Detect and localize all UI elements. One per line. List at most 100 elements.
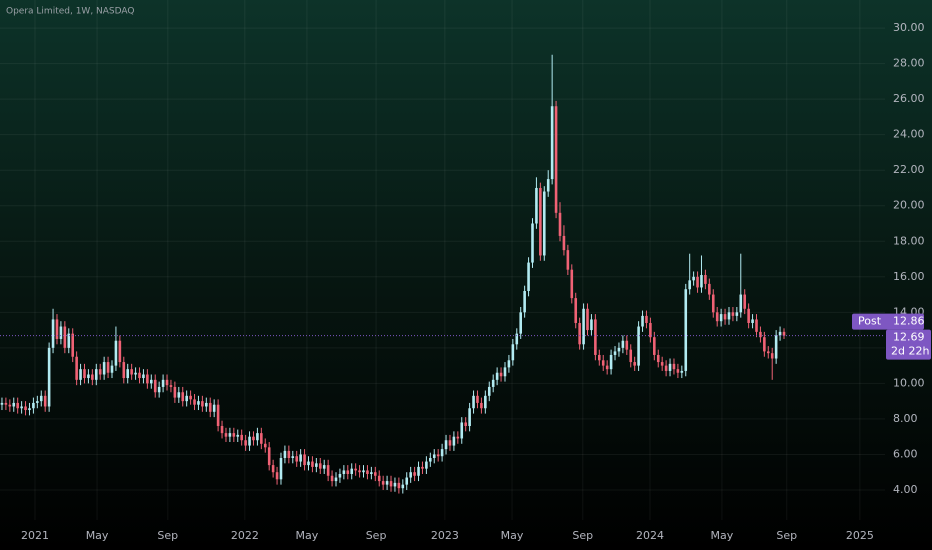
candle-body: [550, 106, 554, 180]
y-tick-label: 24.00: [893, 128, 925, 141]
candle-body: [601, 360, 605, 366]
candle-body: [759, 331, 762, 338]
y-tick-label: 10.00: [893, 376, 925, 389]
chart-title: Opera Limited, 1W, NASDAQ: [6, 7, 135, 17]
candle-body: [322, 465, 326, 469]
candle-body: [570, 269, 574, 299]
candle-body: [43, 395, 47, 407]
candle-body: [295, 456, 299, 462]
candle-body: [157, 386, 161, 393]
candle-body: [240, 434, 243, 441]
candle-body: [165, 379, 169, 386]
grid: [0, 0, 885, 520]
candle-body: [653, 337, 656, 355]
y-tick-label: 22.00: [893, 163, 925, 176]
candle-body: [275, 472, 279, 480]
candle-body: [523, 291, 526, 313]
candle-body: [763, 337, 766, 352]
candle-body: [142, 374, 145, 379]
candle-body: [735, 312, 739, 316]
candle-body: [515, 333, 519, 345]
candle-body: [228, 433, 232, 437]
candle-body: [315, 463, 318, 467]
candle-body: [696, 276, 699, 288]
candle-body: [79, 369, 82, 380]
candle-body: [252, 436, 255, 441]
x-tick-label: 2023: [431, 529, 459, 542]
candle-body: [656, 354, 660, 363]
last-price-label: 12.69: [893, 331, 925, 344]
post-price-box: [852, 313, 924, 330]
candle-body: [554, 106, 558, 213]
x-tick-label: Sep: [366, 529, 387, 542]
candle-body: [51, 319, 55, 348]
candle-body: [205, 402, 208, 407]
candle-body: [354, 468, 357, 471]
x-tick-label: Sep: [776, 529, 797, 542]
candle-body: [731, 312, 735, 316]
candle-body: [346, 470, 350, 474]
candle-body: [778, 331, 782, 336]
candle-body: [413, 472, 416, 476]
candles: [0, 54, 786, 494]
candle-body: [605, 365, 609, 370]
post-label: Post: [858, 315, 882, 328]
x-tick-label: May: [296, 529, 319, 542]
candle-body: [126, 369, 130, 379]
candle-body: [67, 333, 71, 348]
candle-body: [98, 369, 102, 375]
candle-body: [122, 362, 126, 379]
candle-body: [727, 312, 731, 320]
candle-body: [700, 275, 703, 288]
candle-body: [291, 456, 295, 458]
candle-body: [208, 402, 212, 412]
candle-body: [546, 179, 550, 192]
candle-body: [672, 363, 676, 370]
candle-body: [688, 280, 691, 290]
candle-body: [201, 401, 204, 407]
candle-body: [770, 353, 774, 359]
candle-body: [181, 392, 185, 402]
countdown-label: 2d 22h: [891, 345, 929, 358]
candle-body: [405, 477, 409, 485]
candle-body: [47, 347, 51, 407]
candle-body: [326, 465, 330, 476]
candle-body: [460, 422, 464, 439]
candle-body: [263, 443, 267, 448]
candle-body: [582, 308, 585, 345]
candle-body: [491, 379, 495, 387]
candle-body: [723, 314, 727, 320]
candle-body: [397, 482, 401, 489]
y-tick-label: 4.00: [893, 483, 918, 496]
candle-body: [421, 466, 424, 469]
candle-body: [594, 319, 597, 355]
candle-body: [586, 308, 589, 331]
candle-body: [20, 406, 23, 409]
candle-body: [511, 344, 515, 361]
candle-body: [197, 401, 200, 405]
candle-body: [751, 319, 754, 323]
candle-body: [161, 379, 165, 387]
candle-body: [94, 369, 98, 380]
candle-body: [311, 461, 314, 467]
candle-body: [393, 482, 397, 487]
candle-body: [16, 402, 19, 409]
y-tick-label: 30.00: [893, 21, 925, 34]
candle-body: [637, 326, 640, 366]
candle-body: [377, 475, 381, 482]
x-tick-label: Sep: [572, 529, 593, 542]
candle-body: [248, 436, 251, 446]
candle-body: [590, 319, 593, 331]
candle-body: [173, 386, 177, 398]
candle-body: [303, 454, 306, 466]
candle-body: [715, 312, 719, 322]
candle-body: [539, 187, 542, 256]
candle-body: [464, 422, 467, 427]
candle-body: [613, 351, 617, 355]
candle-body: [271, 465, 275, 473]
y-tick-label: 28.00: [893, 57, 925, 70]
candle-body: [381, 481, 385, 485]
candle-body: [232, 433, 236, 437]
candle-body: [55, 319, 59, 339]
candle-body: [480, 402, 483, 409]
